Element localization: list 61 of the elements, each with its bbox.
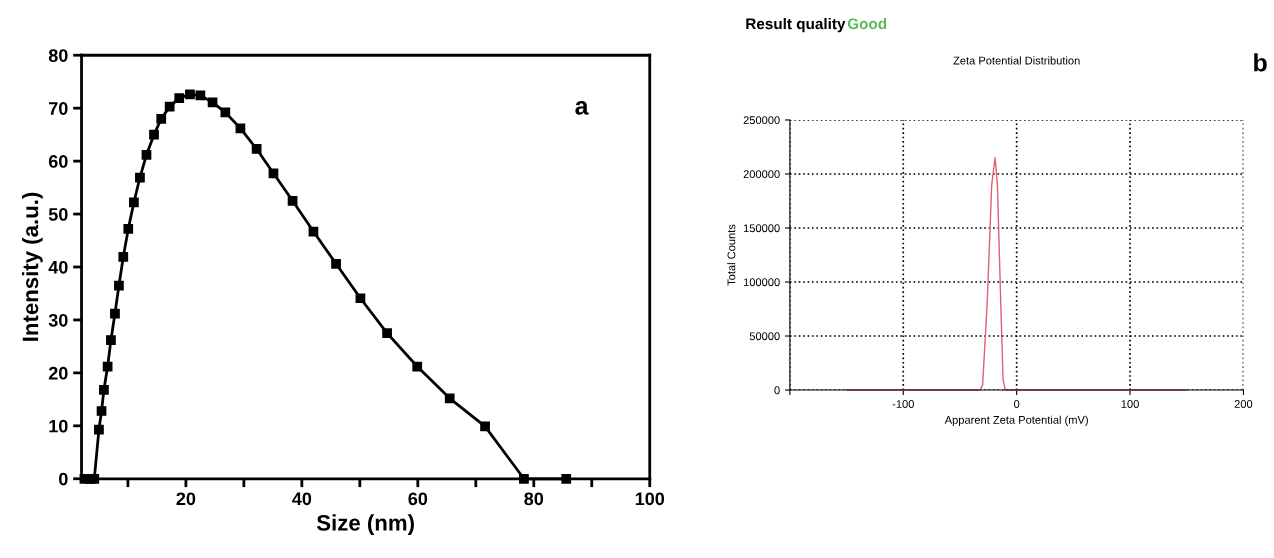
point — [141, 149, 152, 160]
point — [331, 258, 341, 269]
point — [382, 328, 392, 339]
point — [185, 89, 195, 100]
y-tick-label: 10 — [49, 419, 68, 433]
point — [287, 195, 298, 206]
text: Result quality — [746, 17, 846, 33]
x-axis-title: Size (nm) — [316, 514, 414, 536]
point — [156, 113, 167, 124]
x-tick-label: 100 — [635, 492, 665, 506]
point — [220, 107, 231, 118]
y-tick-label: 0 — [59, 472, 68, 486]
x-tick-label: 80 — [524, 492, 544, 506]
point — [235, 123, 246, 134]
annotation: a — [575, 101, 589, 115]
point — [94, 424, 104, 435]
point — [268, 168, 279, 179]
point — [174, 93, 185, 103]
x-axis-title: Apparent Zeta Potential (mV) — [944, 415, 1088, 427]
y-tick-label: 100000 — [743, 278, 780, 287]
point — [207, 97, 218, 108]
point — [412, 361, 423, 372]
y-tick-label: 200000 — [743, 170, 780, 179]
point — [118, 252, 129, 262]
point — [149, 129, 159, 140]
point — [129, 197, 139, 208]
y-tick-label: 50 — [48, 208, 68, 221]
point — [114, 280, 124, 291]
text: Good — [847, 17, 887, 30]
x-tick-label: 40 — [292, 492, 312, 506]
y-axis-title: Total Counts — [727, 224, 736, 286]
y-tick-label: 250000 — [743, 116, 780, 125]
y-tick-label: 0 — [774, 386, 780, 395]
point — [444, 393, 455, 404]
point — [251, 144, 262, 154]
point — [123, 224, 134, 234]
y-axis-title: Intensity (a.u.) — [21, 192, 43, 341]
point — [106, 335, 116, 345]
text: b — [1254, 53, 1267, 72]
y-tick-label: 150000 — [743, 224, 780, 233]
x-tick-label: 100 — [1121, 400, 1139, 408]
point — [135, 172, 145, 183]
point — [480, 421, 490, 432]
point — [99, 384, 109, 395]
point — [110, 308, 120, 319]
y-tick-label: 50000 — [749, 332, 780, 341]
x-tick-label: -100 — [892, 400, 914, 408]
y-tick-label: 70 — [49, 102, 68, 115]
y-tick-label: 40 — [48, 260, 68, 274]
chart-title: Zeta Potential Distribution — [953, 56, 1080, 65]
x-tick-label: 20 — [176, 492, 196, 506]
y-tick-label: 30 — [48, 313, 68, 327]
point — [355, 293, 366, 304]
x-tick-label: 0 — [1014, 400, 1020, 408]
point — [96, 406, 107, 416]
y-tick-label: 20 — [48, 366, 68, 380]
y-tick-label: 60 — [48, 155, 68, 168]
x-tick-label: 60 — [408, 492, 428, 506]
x-tick-label: 200 — [1234, 400, 1253, 408]
point — [164, 101, 175, 112]
y-tick-label: 80 — [48, 49, 68, 62]
